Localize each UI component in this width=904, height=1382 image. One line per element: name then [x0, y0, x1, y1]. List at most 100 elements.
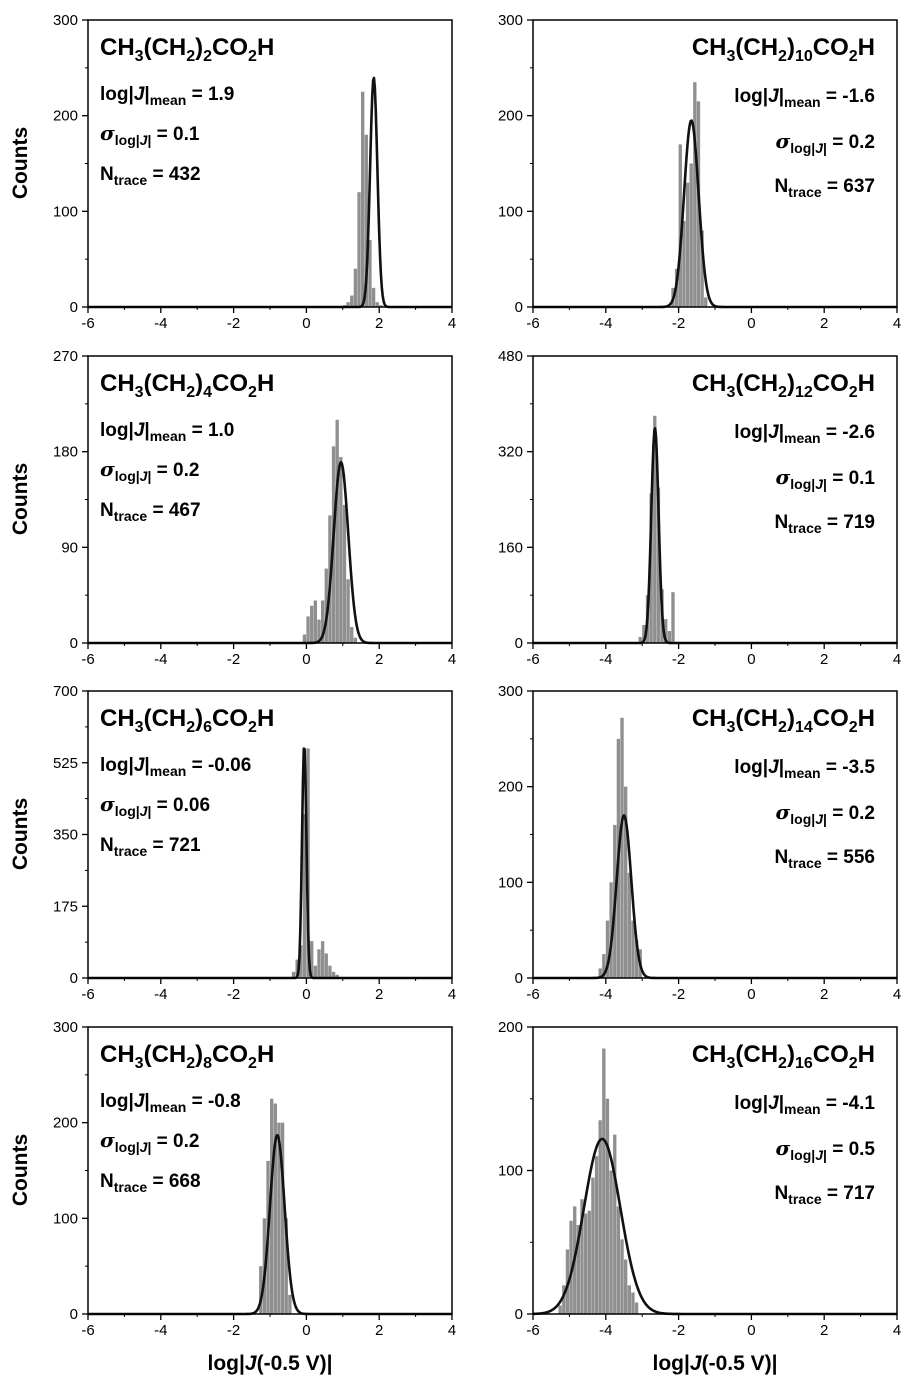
histogram-bar — [346, 302, 350, 307]
y-tick-label: 0 — [515, 299, 523, 316]
x-tick-label: -6 — [81, 315, 94, 332]
x-tick-label: -4 — [599, 315, 612, 332]
x-tick-label: -4 — [599, 986, 612, 1003]
histogram-bar — [678, 144, 682, 307]
histogram-bar — [361, 91, 365, 307]
x-tick-label: 0 — [302, 1322, 310, 1339]
y-axis-title: Counts — [9, 798, 32, 870]
sigma-label: σlog|J| = 0.1 — [776, 465, 876, 492]
y-tick-label: 0 — [515, 970, 523, 987]
title-segment: H — [858, 705, 875, 732]
molecule-title: CH3(CH2)12CO2H — [692, 370, 875, 401]
title-subscript: 2 — [248, 48, 257, 65]
sigma-label: σlog|J| = 0.5 — [776, 1136, 876, 1163]
x-tick-label: 2 — [375, 315, 383, 332]
title-segment: H — [257, 1041, 274, 1068]
title-segment: (CH — [735, 1041, 778, 1068]
histogram-bar — [685, 182, 690, 307]
x-tick-label: 0 — [302, 651, 310, 668]
title-subscript: 14 — [795, 719, 813, 736]
x-tick-label: 2 — [375, 651, 383, 668]
title-segment: CH — [692, 370, 727, 397]
title-subscript: 3 — [135, 48, 144, 65]
histogram-bar — [270, 1098, 274, 1314]
x-tick-label: -2 — [227, 1322, 240, 1339]
title-segment: CH — [692, 34, 727, 61]
title-subscript: 2 — [778, 1055, 787, 1072]
y-tick-label: 180 — [53, 444, 78, 461]
x-tick-label: -6 — [81, 986, 94, 1003]
histogram-bar — [624, 1259, 628, 1314]
histogram-bar — [620, 1239, 624, 1314]
histogram-bar — [317, 949, 321, 978]
title-subscript: 2 — [248, 384, 257, 401]
y-axis-title: Counts — [9, 463, 32, 535]
x-tick-label: 0 — [302, 986, 310, 1003]
gaussian-fit-curve — [87, 747, 453, 980]
mean-label: log|J|mean = -3.5 — [734, 757, 875, 781]
title-segment: (CH — [144, 370, 187, 397]
mean-label: log|J|mean = -4.1 — [734, 1093, 875, 1117]
title-segment: ) — [787, 370, 795, 397]
sigma-label: σlog|J| = 0.2 — [100, 457, 199, 484]
x-tick-label: -2 — [227, 651, 240, 668]
histogram-bar — [320, 941, 325, 978]
histogram-bar — [342, 504, 347, 643]
ntrace-label: Ntrace = 721 — [100, 835, 201, 859]
histogram-bar — [653, 415, 657, 643]
histogram-bar — [627, 1285, 631, 1314]
histogram-bar — [335, 419, 339, 643]
ntrace-label: Ntrace = 432 — [100, 164, 201, 188]
y-tick-label: 0 — [70, 1306, 78, 1323]
x-tick-label: 2 — [375, 986, 383, 1003]
title-subscript: 2 — [778, 719, 787, 736]
histogram-panel-6: -6 -4 -2 0 2 40100200300CH3(CH2)14CO2Hlog|J|m… — [498, 683, 901, 1003]
ntrace-label: Ntrace = 637 — [774, 176, 875, 200]
x-axis-title-right: log|J(-0.5 V)| — [653, 1352, 778, 1375]
x-tick-label: -2 — [672, 315, 685, 332]
x-tick-label: -6 — [526, 651, 539, 668]
title-segment: ) — [787, 705, 795, 732]
title-segment: CH — [100, 705, 135, 732]
histogram-bar — [288, 1294, 292, 1314]
histogram-bar — [324, 568, 328, 643]
title-subscript: 3 — [135, 1055, 144, 1072]
molecule-title: CH3(CH2)14CO2H — [692, 705, 875, 736]
title-segment: ) — [787, 34, 795, 61]
histogram-bar — [631, 1292, 635, 1314]
gaussian-fit-curve — [532, 427, 898, 645]
x-tick-label: 0 — [747, 651, 755, 668]
title-subscript: 2 — [778, 384, 787, 401]
histogram-bar — [616, 1206, 621, 1314]
histogram-bar — [671, 592, 675, 643]
histogram-bar — [605, 920, 610, 978]
histogram-bar — [364, 134, 368, 307]
histogram-bar — [634, 1302, 639, 1314]
x-tick-label: -6 — [526, 315, 539, 332]
y-tick-label: 300 — [498, 683, 523, 700]
y-tick-label: 100 — [498, 874, 523, 891]
title-segment: H — [858, 370, 875, 397]
x-tick-label: 0 — [302, 315, 310, 332]
y-tick-label: 0 — [70, 635, 78, 652]
histogram-panel-2: -6 -4 -2 0 2 40100200300CH3(CH2)10CO2Hlog|J|m… — [498, 12, 901, 332]
histogram-bar — [346, 579, 350, 643]
histogram-bar — [569, 1220, 573, 1314]
mean-label: log|J|mean = -1.6 — [734, 86, 875, 110]
histogram-bar — [357, 192, 361, 307]
mean-label: log|J|mean = 1.9 — [100, 84, 234, 108]
y-tick-label: 100 — [498, 203, 523, 220]
y-tick-label: 160 — [498, 539, 523, 556]
x-tick-label: 2 — [820, 1322, 828, 1339]
title-segment: H — [257, 34, 274, 61]
histogram-bar — [328, 965, 332, 978]
histogram-bar — [613, 1134, 617, 1314]
histogram-bar — [656, 487, 661, 643]
x-tick-label: 0 — [747, 315, 755, 332]
y-tick-label: 100 — [53, 1210, 78, 1227]
histogram-panel-5: -6 -4 -2 0 2 40175350525700CH3(CH2)6CO2Hlog|J… — [53, 683, 456, 1003]
histogram-bar — [627, 872, 631, 978]
x-tick-label: 4 — [893, 315, 901, 332]
histogram-bar — [277, 1122, 281, 1314]
